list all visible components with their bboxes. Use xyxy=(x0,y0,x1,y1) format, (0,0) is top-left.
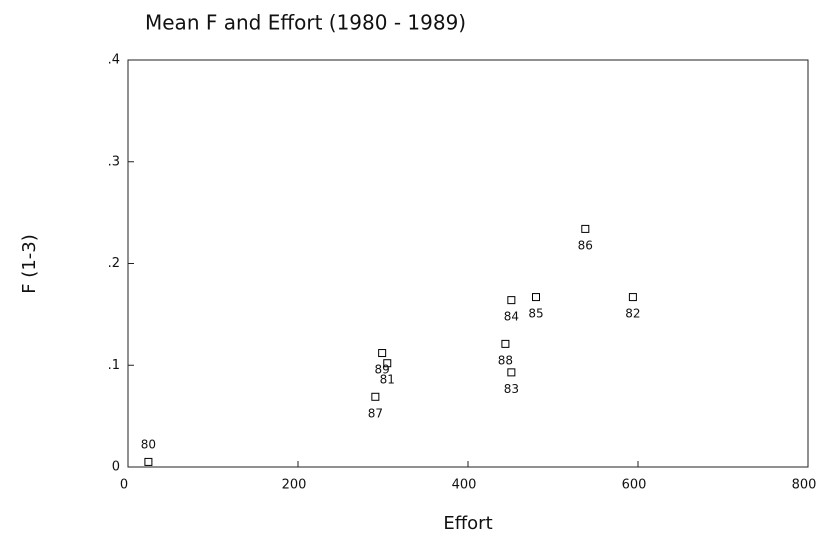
data-point xyxy=(378,349,387,358)
chart-title: Mean F and Effort (1980 - 1989) xyxy=(145,11,466,35)
point-label: 89 xyxy=(375,363,390,377)
data-point xyxy=(532,293,540,302)
x-tick-label: 0 xyxy=(120,478,128,493)
point-label: 88 xyxy=(498,353,513,367)
data-point xyxy=(501,339,510,348)
point-label: 81 xyxy=(380,373,395,387)
data-point xyxy=(507,368,516,377)
x-tick-label: 200 xyxy=(282,478,307,493)
point-label: 86 xyxy=(578,238,593,252)
x-axis-label: Effort xyxy=(443,513,492,534)
data-point xyxy=(581,224,590,233)
x-tick-label: 800 xyxy=(792,478,817,493)
y-tick-label: 0 xyxy=(112,460,120,475)
point-label: 87 xyxy=(368,406,383,420)
point-label: 85 xyxy=(528,307,543,321)
y-tick-label: .2 xyxy=(108,256,120,271)
data-point xyxy=(383,359,392,368)
y-tick-label: .3 xyxy=(108,154,120,169)
y-tick-label: .4 xyxy=(108,53,120,68)
y-axis-label: F (1-3) xyxy=(19,234,40,294)
x-tick-label: 400 xyxy=(452,478,477,493)
point-label: 80 xyxy=(141,437,156,451)
data-point xyxy=(507,296,516,305)
plot-frame xyxy=(127,59,809,468)
data-point xyxy=(371,392,380,401)
x-tick-label: 600 xyxy=(622,478,647,493)
data-point xyxy=(144,457,153,466)
data-point xyxy=(628,293,637,302)
point-label: 84 xyxy=(504,310,519,324)
point-label: 83 xyxy=(504,382,519,396)
point-label: 82 xyxy=(625,307,640,321)
y-tick-label: .1 xyxy=(108,358,120,373)
